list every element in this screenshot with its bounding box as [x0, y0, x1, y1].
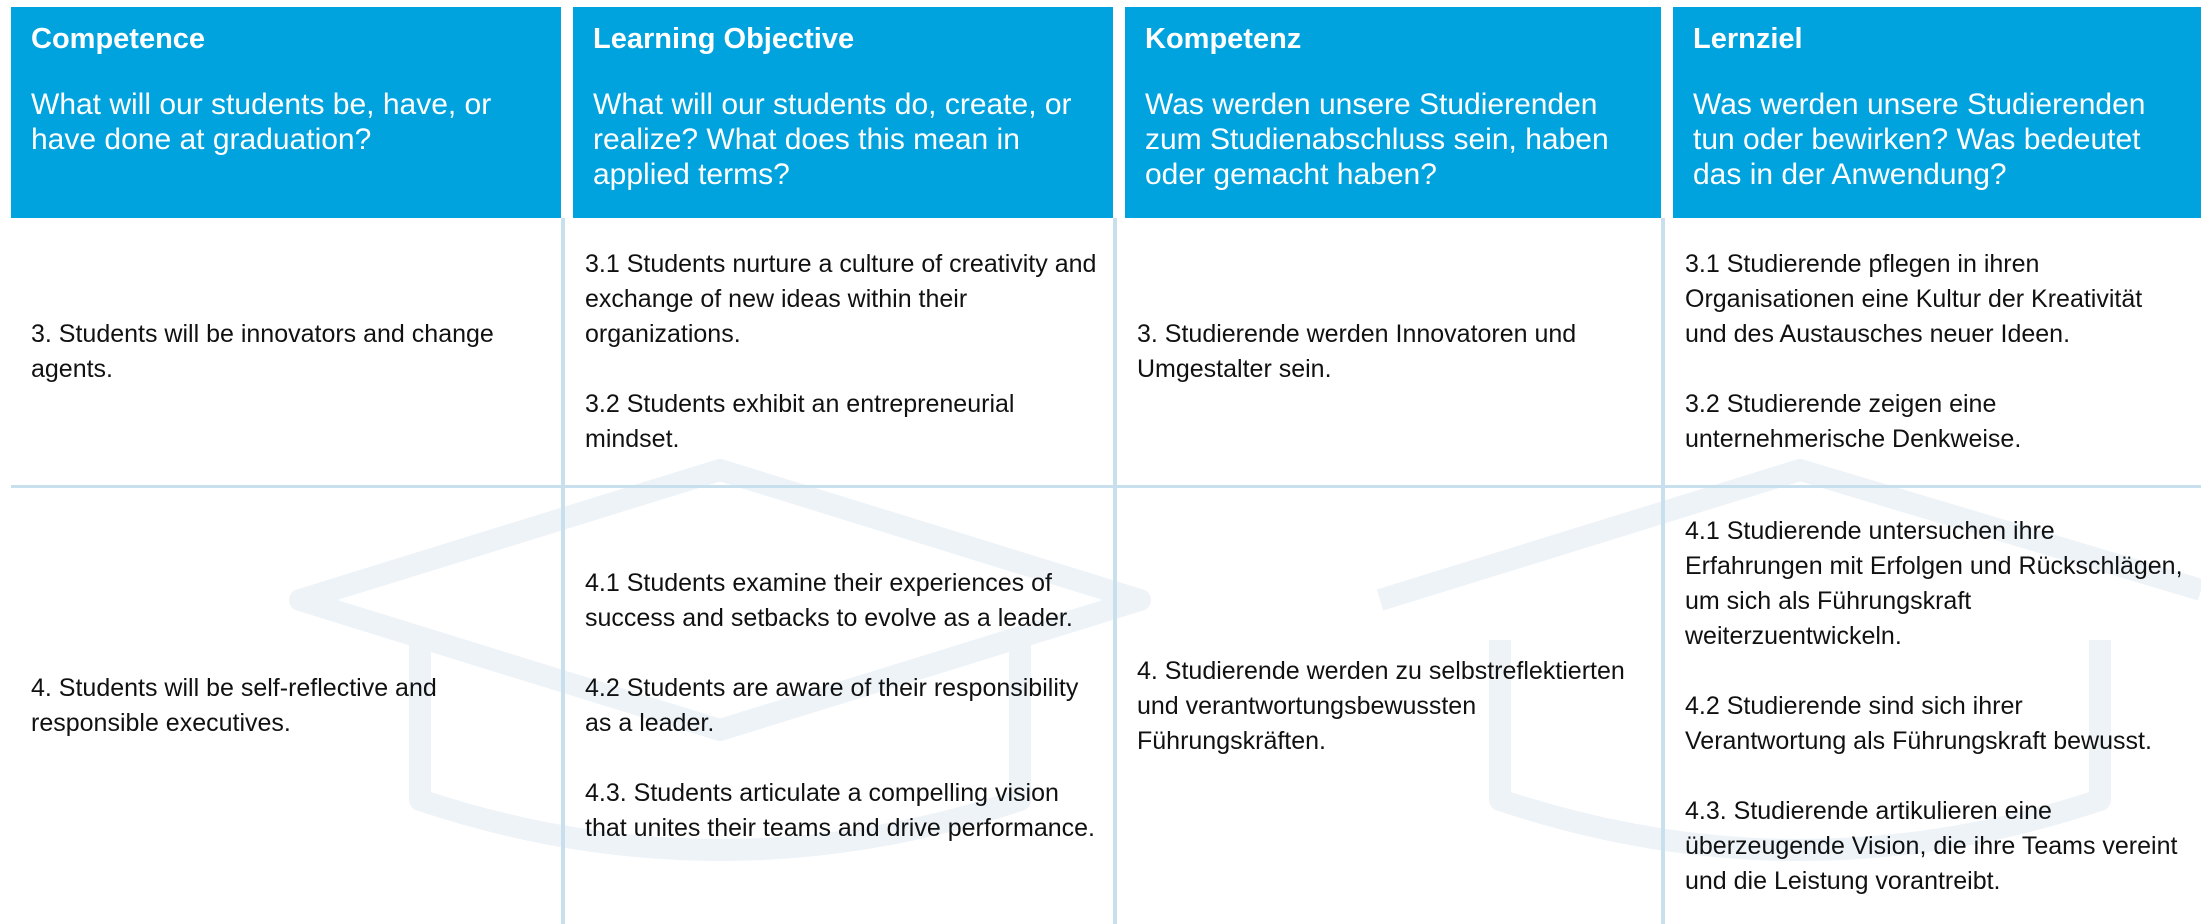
cell-text: 4.2 Students are aware of their responsi…	[585, 674, 1079, 737]
body-cell: 3. Studierende werden Innovatoren und Um…	[1113, 218, 1661, 485]
table: Competence What will our students be, hav…	[11, 7, 2201, 924]
column-title: Lernziel	[1693, 23, 1803, 55]
body-cell: 3.1 Students nurture a culture of creati…	[561, 218, 1113, 485]
cell-text: 3.1 Studierende pflegen in ihren Organis…	[1685, 249, 2143, 348]
column-title: Kompetenz	[1145, 23, 1302, 55]
cell-text: 3. Students will be innovators and chang…	[31, 319, 494, 383]
cell-text: 3.2 Studierende zeigen eine unternehmeri…	[1685, 389, 2022, 453]
body-cell: 3. Students will be innovators and chang…	[11, 218, 561, 485]
column-title: Learning Objective	[593, 23, 855, 55]
column-question: Was werden unsere Studierenden zum Studi…	[1145, 88, 1609, 191]
cell-text: 4.1 Studierende untersuchen ihre Erfahru…	[1685, 516, 2183, 650]
header-cell: Learning Objective What will our students…	[561, 7, 1113, 218]
column-question: What will our students be, have, or have…	[31, 88, 492, 156]
body-cell: 4.1 Studierende untersuchen ihre Erfahru…	[1661, 485, 2201, 924]
body-cell: 4.1 Students examine their experiences o…	[561, 485, 1113, 924]
body-cell: 4. Students will be self-reflective and …	[11, 485, 561, 924]
cell-text: 4.3. Students articulate a compelling vi…	[585, 779, 1095, 842]
column-question: What will our students do, create, or re…	[593, 88, 1072, 191]
header-cell: Kompetenz Was werden unsere Studierenden …	[1113, 7, 1661, 218]
cell-text: 4. Studierende werden zu selbstreflektie…	[1137, 656, 1625, 755]
header-cell: Lernziel Was werden unsere Studierenden t…	[1661, 7, 2201, 218]
cell-text: 3.2 Students exhibit an entrepreneurial …	[585, 389, 1015, 453]
cell-text: 4. Students will be self-reflective and …	[31, 674, 437, 737]
body-cell: 4. Studierende werden zu selbstreflektie…	[1113, 485, 1661, 924]
column-question: Was werden unsere Studierenden tun oder …	[1693, 88, 2146, 191]
cell-text: 3. Studierende werden Innovatoren und Um…	[1137, 319, 1577, 383]
body-cell: 3.1 Studierende pflegen in ihren Organis…	[1661, 218, 2201, 485]
cell-text: 3.1 Students nurture a culture of creati…	[585, 249, 1097, 348]
cell-text: 4.2 Studierende sind sich ihrer Verantwo…	[1685, 691, 2152, 755]
cell-text: 4.3. Studierende artikulieren eine überz…	[1685, 796, 2178, 895]
cell-text: 4.1 Students examine their experiences o…	[585, 569, 1073, 632]
header-cell: Competence What will our students be, hav…	[11, 7, 561, 218]
column-title: Competence	[31, 23, 206, 55]
